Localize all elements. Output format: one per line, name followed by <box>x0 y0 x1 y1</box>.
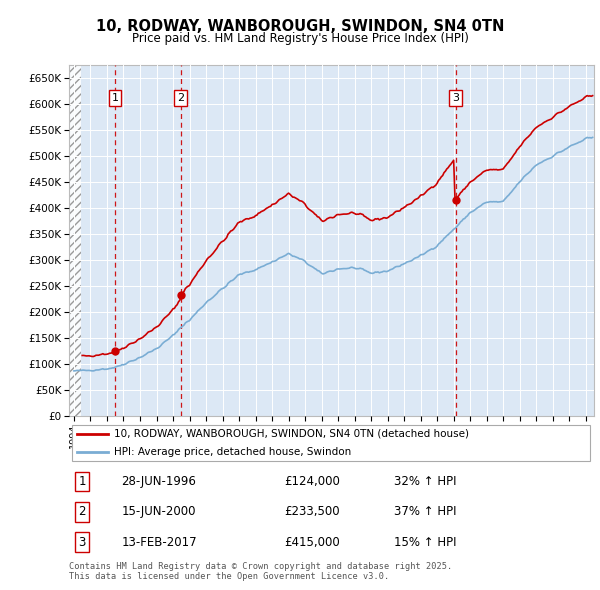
Bar <box>69 65 80 416</box>
Text: 32% ↑ HPI: 32% ↑ HPI <box>395 475 457 488</box>
Text: 3: 3 <box>452 93 459 103</box>
Text: £124,000: £124,000 <box>284 475 340 488</box>
Text: 10, RODWAY, WANBOROUGH, SWINDON, SN4 0TN (detached house): 10, RODWAY, WANBOROUGH, SWINDON, SN4 0TN… <box>113 429 469 439</box>
Text: £233,500: £233,500 <box>284 505 340 519</box>
Text: 15-JUN-2000: 15-JUN-2000 <box>121 505 196 519</box>
Text: 2: 2 <box>177 93 184 103</box>
Text: 1: 1 <box>112 93 119 103</box>
Text: £415,000: £415,000 <box>284 536 340 549</box>
Text: 1: 1 <box>79 475 86 488</box>
Text: Price paid vs. HM Land Registry's House Price Index (HPI): Price paid vs. HM Land Registry's House … <box>131 32 469 45</box>
Text: 3: 3 <box>79 536 86 549</box>
Text: 13-FEB-2017: 13-FEB-2017 <box>121 536 197 549</box>
Text: HPI: Average price, detached house, Swindon: HPI: Average price, detached house, Swin… <box>113 447 351 457</box>
Text: 37% ↑ HPI: 37% ↑ HPI <box>395 505 457 519</box>
Text: 15% ↑ HPI: 15% ↑ HPI <box>395 536 457 549</box>
Text: 10, RODWAY, WANBOROUGH, SWINDON, SN4 0TN: 10, RODWAY, WANBOROUGH, SWINDON, SN4 0TN <box>96 19 504 34</box>
FancyBboxPatch shape <box>71 425 590 461</box>
Text: 28-JUN-1996: 28-JUN-1996 <box>121 475 196 488</box>
Text: Contains HM Land Registry data © Crown copyright and database right 2025.
This d: Contains HM Land Registry data © Crown c… <box>69 562 452 581</box>
Text: 2: 2 <box>79 505 86 519</box>
